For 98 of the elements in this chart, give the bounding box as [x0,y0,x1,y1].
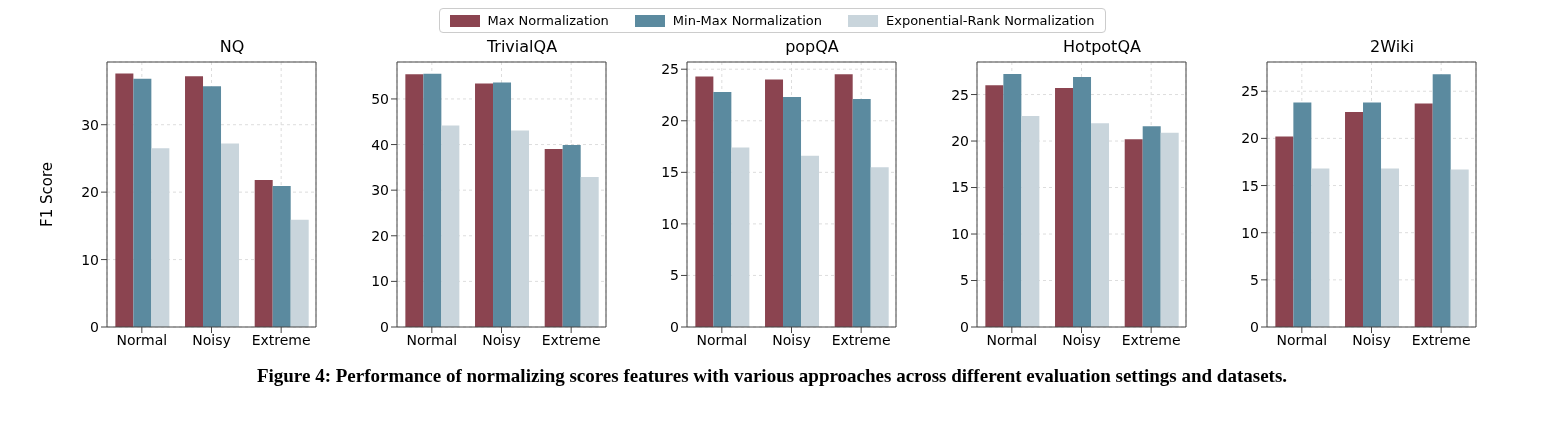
bar [1055,88,1074,327]
bar [1450,169,1469,327]
bar [203,86,222,327]
bar [1414,103,1433,327]
x-tick-label: Extreme [541,331,601,348]
bar [493,82,512,327]
bar [852,99,871,327]
bar [511,130,530,327]
x-tick-label: Extreme [831,331,891,348]
bar [1275,136,1294,327]
bar [695,76,714,327]
y-tick-label: 10 [1241,224,1259,241]
bar [151,148,170,327]
bar [783,97,802,327]
y-tick-label: 10 [81,251,99,268]
y-tick-label: 30 [371,182,389,199]
bar [133,78,152,327]
y-tick-label: 5 [1250,271,1259,288]
chart-title: TrivialQA [485,37,559,57]
chart-title: HotpotQA [1062,37,1142,57]
y-tick-label: 0 [90,318,99,335]
bar [475,83,494,327]
bar [801,155,820,327]
bar [1345,111,1364,327]
y-tick-label: 50 [371,90,389,107]
bar [1073,76,1092,327]
bar [221,143,240,327]
bar [441,125,460,327]
y-tick-label: 15 [661,164,679,181]
x-tick-label: Extreme [251,331,311,348]
x-tick-label: Noisy [482,331,521,348]
y-tick-label: 25 [1241,83,1259,100]
bar [1003,74,1022,327]
caption: Figure 4: Performance of normalizing scores features with various approaches across different evaluation settings and datasets. [255,365,1289,387]
y-tick-label: 15 [1241,177,1259,194]
x-tick-label: Normal [696,331,748,348]
chart-title: 2Wiki [1369,37,1415,57]
bar [765,79,784,327]
x-tick-label: Noisy [1062,331,1101,348]
bar [1160,132,1179,327]
x-tick-label: Noisy [1352,331,1391,348]
y-tick-label: 20 [81,184,99,201]
y-tick-label: 25 [661,61,679,78]
y-tick-label: 20 [1241,130,1259,147]
legend-label: Max Normalization [486,13,609,28]
bar [1091,123,1110,327]
y-tick-label: 5 [670,267,679,284]
x-tick-label: Extreme [1411,331,1471,348]
bar [115,73,134,327]
legend-label: Min-Max Normalization [671,13,822,28]
x-tick-label: Noisy [772,331,811,348]
bar [870,167,889,327]
y-tick-label: 10 [951,225,969,242]
bar [731,147,750,327]
bar [1311,168,1330,327]
y-tick-label: 0 [1250,318,1259,335]
bar [185,76,204,327]
y-tick-label: 25 [951,86,969,103]
y-axis-title: F1 Score [38,162,57,227]
y-tick-label: 30 [81,116,99,133]
y-tick-label: 20 [371,227,389,244]
legend-label: Exponential-Rank Normalization [884,13,1095,28]
chart-title: NQ [218,37,246,57]
y-tick-label: 10 [661,215,679,232]
bar [1363,102,1382,327]
bar [290,219,309,327]
bar [562,145,581,327]
chart-title: popQA [784,37,840,57]
x-tick-label: Normal [1276,331,1328,348]
bar [834,74,853,327]
bar [544,149,563,327]
x-tick-label: Extreme [1121,331,1181,348]
y-tick-label: 0 [380,318,389,335]
y-tick-label: 0 [670,318,679,335]
y-tick-label: 5 [960,272,969,289]
bar [580,176,599,327]
bar [1293,102,1312,327]
bar [1381,168,1400,327]
bar [1124,139,1143,327]
bar [713,91,732,327]
bar [254,180,273,327]
bar [272,186,291,327]
bar [405,74,424,327]
bar [1432,74,1451,327]
y-tick-label: 20 [951,133,969,150]
y-tick-label: 0 [960,318,969,335]
y-tick-label: 15 [951,179,969,196]
y-tick-label: 10 [371,273,389,290]
x-tick-label: Noisy [192,331,231,348]
bar [985,85,1004,327]
x-tick-label: Normal [406,331,458,348]
bar [423,73,442,327]
x-tick-label: Normal [116,331,168,348]
bar [1142,126,1161,327]
y-tick-label: 40 [371,136,389,153]
bar [1021,115,1040,327]
y-tick-label: 20 [661,112,679,129]
x-tick-label: Normal [986,331,1038,348]
